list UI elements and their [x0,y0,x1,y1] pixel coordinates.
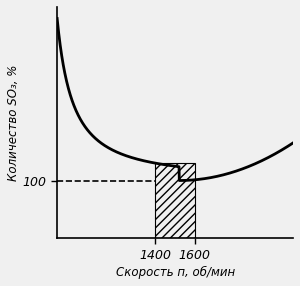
Y-axis label: Количество SO₃, %: Количество SO₃, % [7,64,20,181]
X-axis label: Скорость п, об/мин: Скорость п, об/мин [116,266,235,279]
Bar [155,163,195,238]
